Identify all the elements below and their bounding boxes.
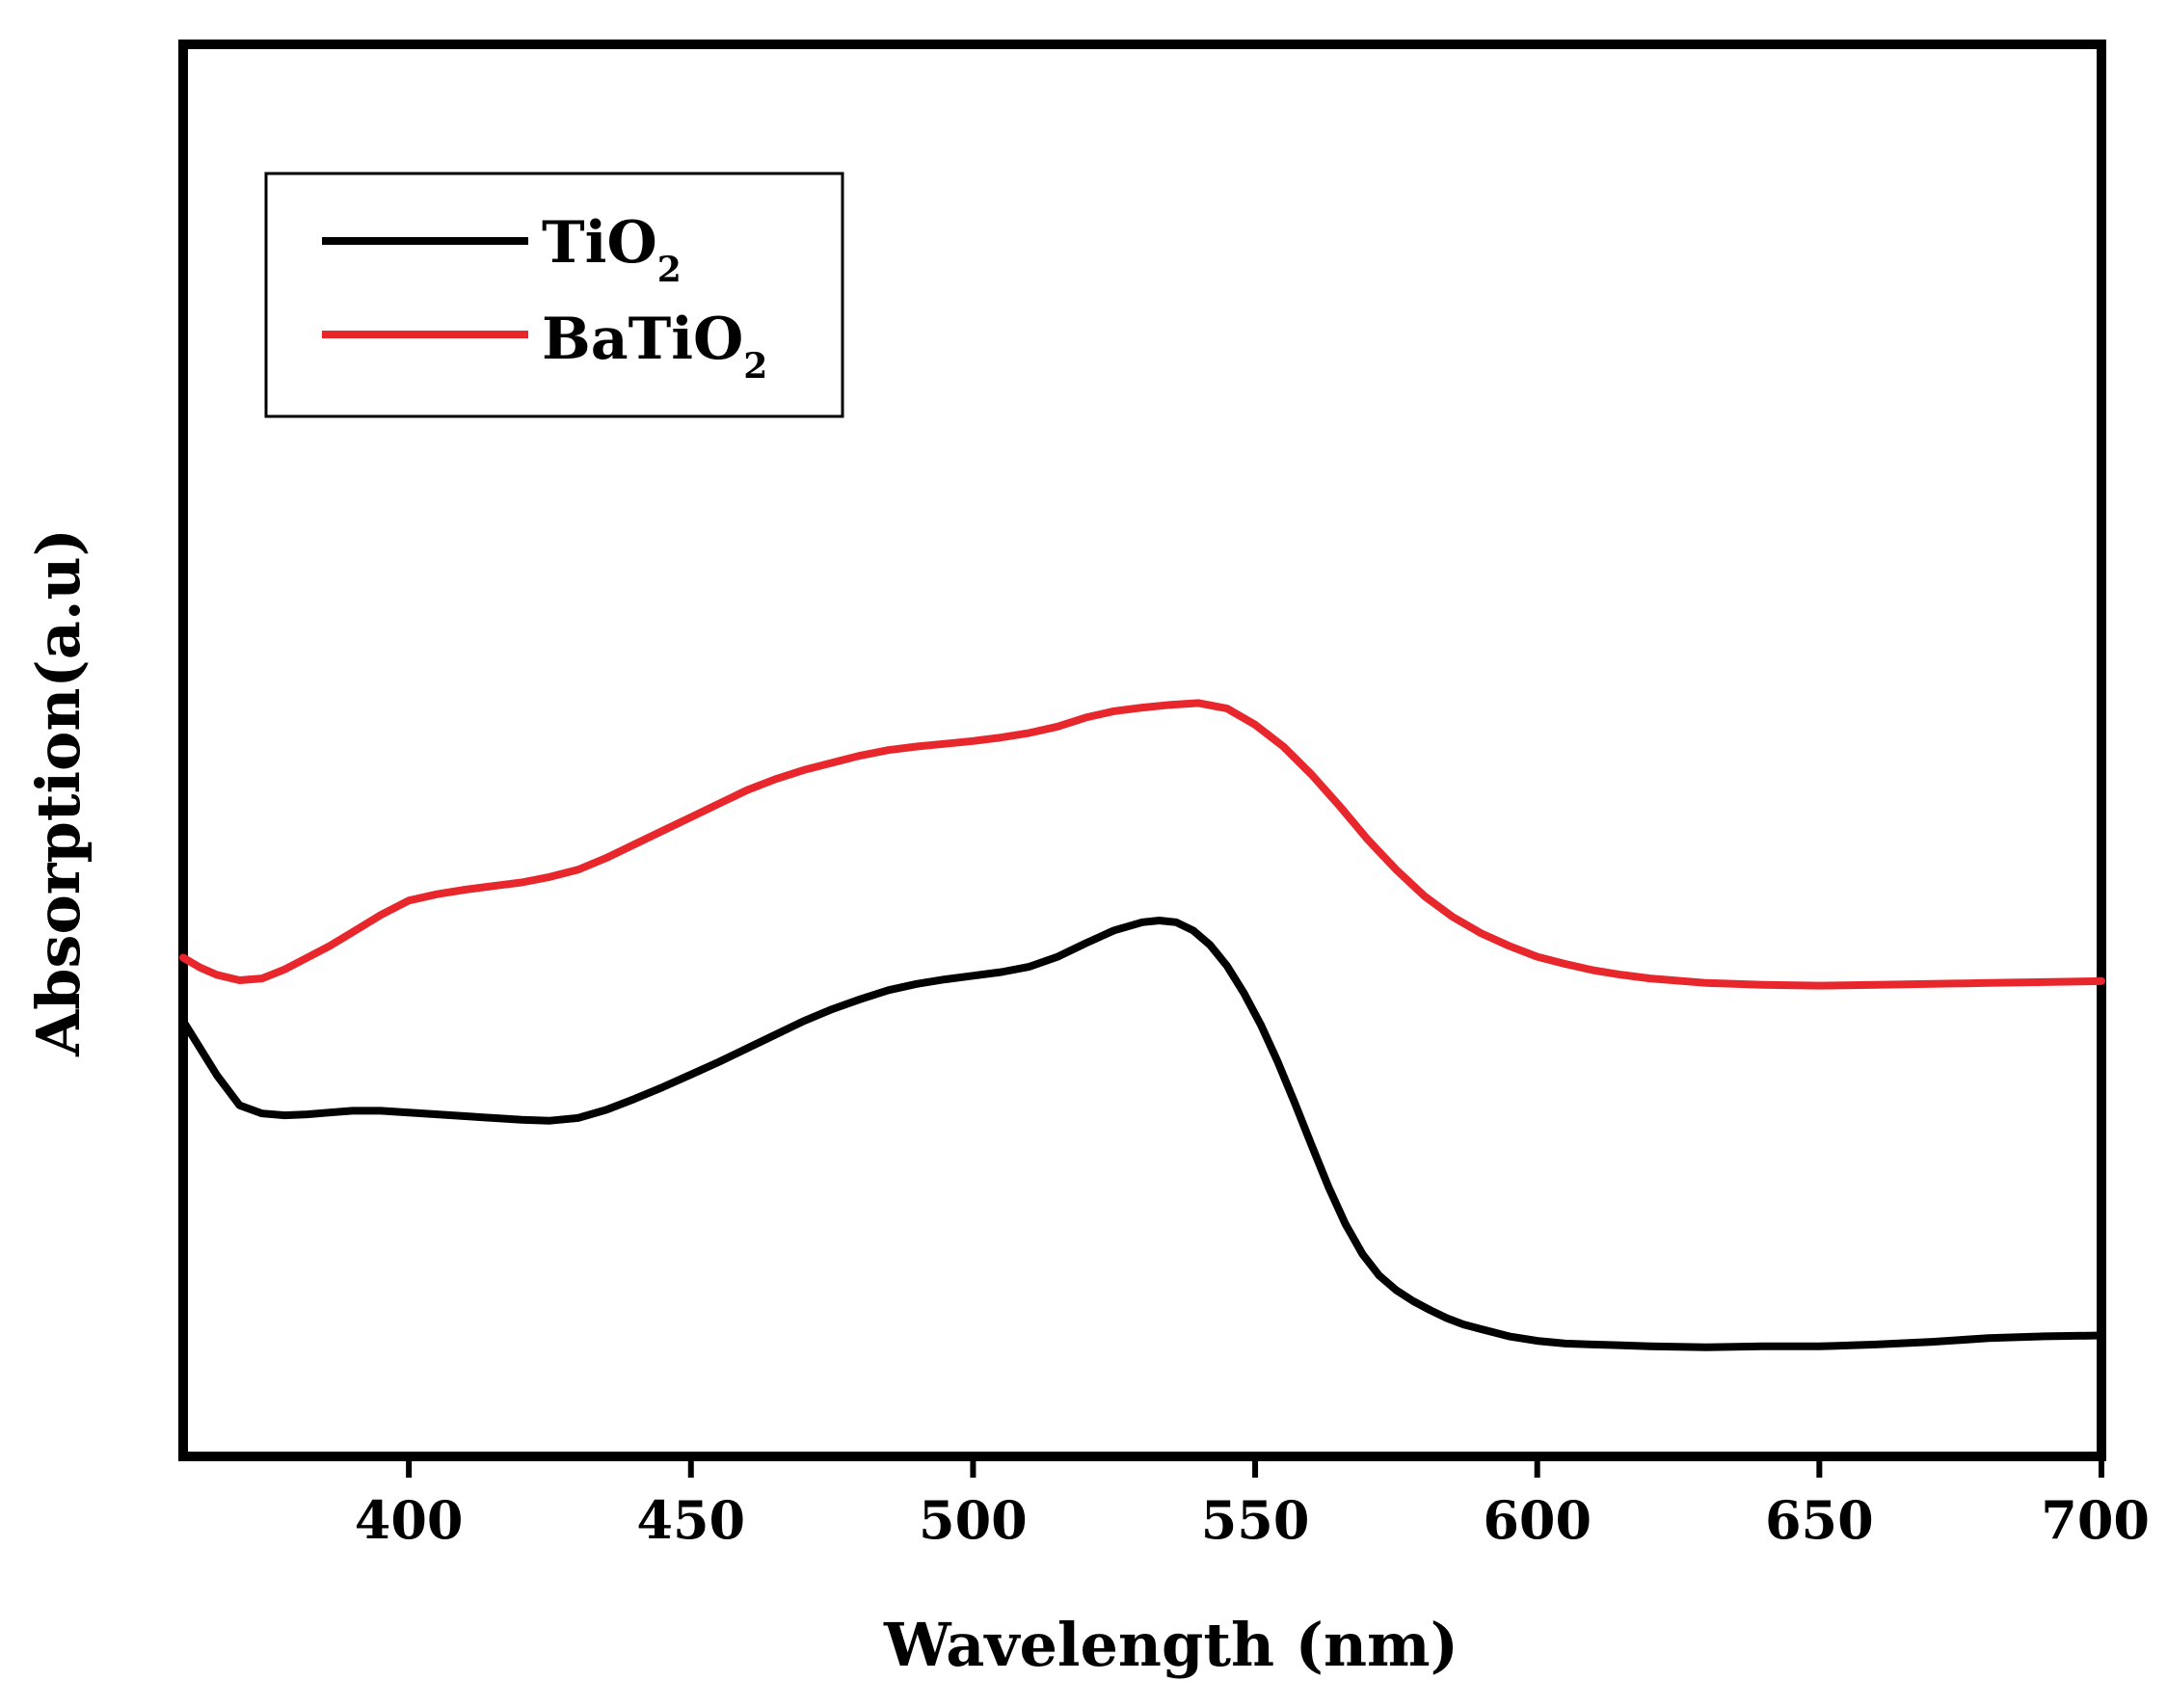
x-tick-label: 600 [1483, 1489, 1592, 1551]
x-axis-title: Wavelength (nm) [883, 1610, 1458, 1680]
x-tick-label: 550 [1201, 1489, 1310, 1551]
x-tick-label: 700 [2041, 1489, 2150, 1551]
x-tick-label: 400 [355, 1489, 464, 1551]
x-tick-label: 650 [1765, 1489, 1874, 1551]
series-line-tio2 [179, 917, 2105, 1351]
legend-label-batio2-main: BaTiO [542, 306, 743, 373]
legend-label-tio2-main: TiO [542, 209, 657, 277]
legend-label-batio2: BaTiO2 [542, 306, 767, 387]
legend-label-tio2: TiO2 [542, 209, 682, 290]
x-tick-label: 450 [636, 1489, 745, 1551]
x-axis-ticks: 400 450 500 550 600 650 700 [355, 1456, 2150, 1551]
legend-box [264, 172, 844, 418]
legend-label-batio2-subscript: 2 [743, 346, 767, 387]
legend: TiO2 BaTiO2 [264, 172, 844, 418]
plot-frame [178, 40, 2106, 1461]
x-tick-label: 500 [919, 1489, 1028, 1551]
legend-label-tio2-subscript: 2 [657, 250, 682, 290]
series-lines [179, 699, 2105, 1351]
series-line-batio2 [179, 699, 2105, 990]
y-axis-title: Absorption(a.u) [23, 528, 94, 1057]
